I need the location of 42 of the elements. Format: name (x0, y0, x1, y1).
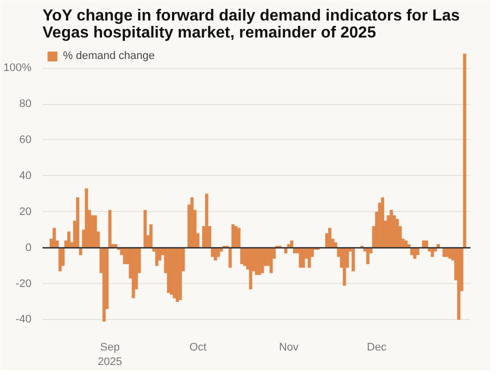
y-tick-label: -20 (16, 278, 32, 290)
y-tick-label: -40 (16, 314, 32, 326)
bar (249, 248, 252, 290)
bar (457, 248, 460, 320)
bar (155, 248, 158, 266)
chart-title: YoY change in forward daily demand indicators for Las Vegas hospitality market, remainder of 2025 (42, 8, 460, 42)
y-tick-label: 0 (25, 242, 32, 254)
bar (416, 248, 420, 256)
legend-label: % demand change (63, 50, 155, 62)
bar (308, 248, 311, 268)
bar (67, 231, 70, 248)
bar (178, 248, 182, 300)
bar (328, 228, 332, 248)
bar (260, 248, 264, 274)
bar (52, 228, 56, 248)
bar (413, 248, 416, 259)
bar (132, 248, 135, 298)
bar (298, 248, 302, 268)
bar (84, 188, 88, 248)
y-tick-label: 80 (19, 98, 32, 110)
y-tick-label: 40 (19, 170, 32, 182)
bar (143, 210, 147, 248)
x-tick-label: Oct (189, 342, 206, 354)
bar (366, 248, 370, 264)
bar (430, 248, 434, 257)
bar (342, 248, 346, 286)
x-tick-label: Dec (366, 342, 387, 354)
y-tick-label: 100% (3, 62, 32, 74)
bar (94, 215, 97, 248)
bar (302, 248, 306, 268)
bar (380, 197, 384, 248)
bar (284, 248, 288, 254)
bar (149, 224, 153, 248)
x-tick-label: Nov (278, 342, 300, 354)
y-tick-label: 20 (19, 206, 32, 218)
bar (396, 218, 399, 248)
bar (216, 248, 220, 257)
x-tick-label: Sep 2025 (98, 342, 122, 368)
y-tick-label: 60 (19, 134, 32, 146)
bar (352, 248, 355, 272)
bar (205, 194, 208, 248)
bar (270, 248, 273, 274)
